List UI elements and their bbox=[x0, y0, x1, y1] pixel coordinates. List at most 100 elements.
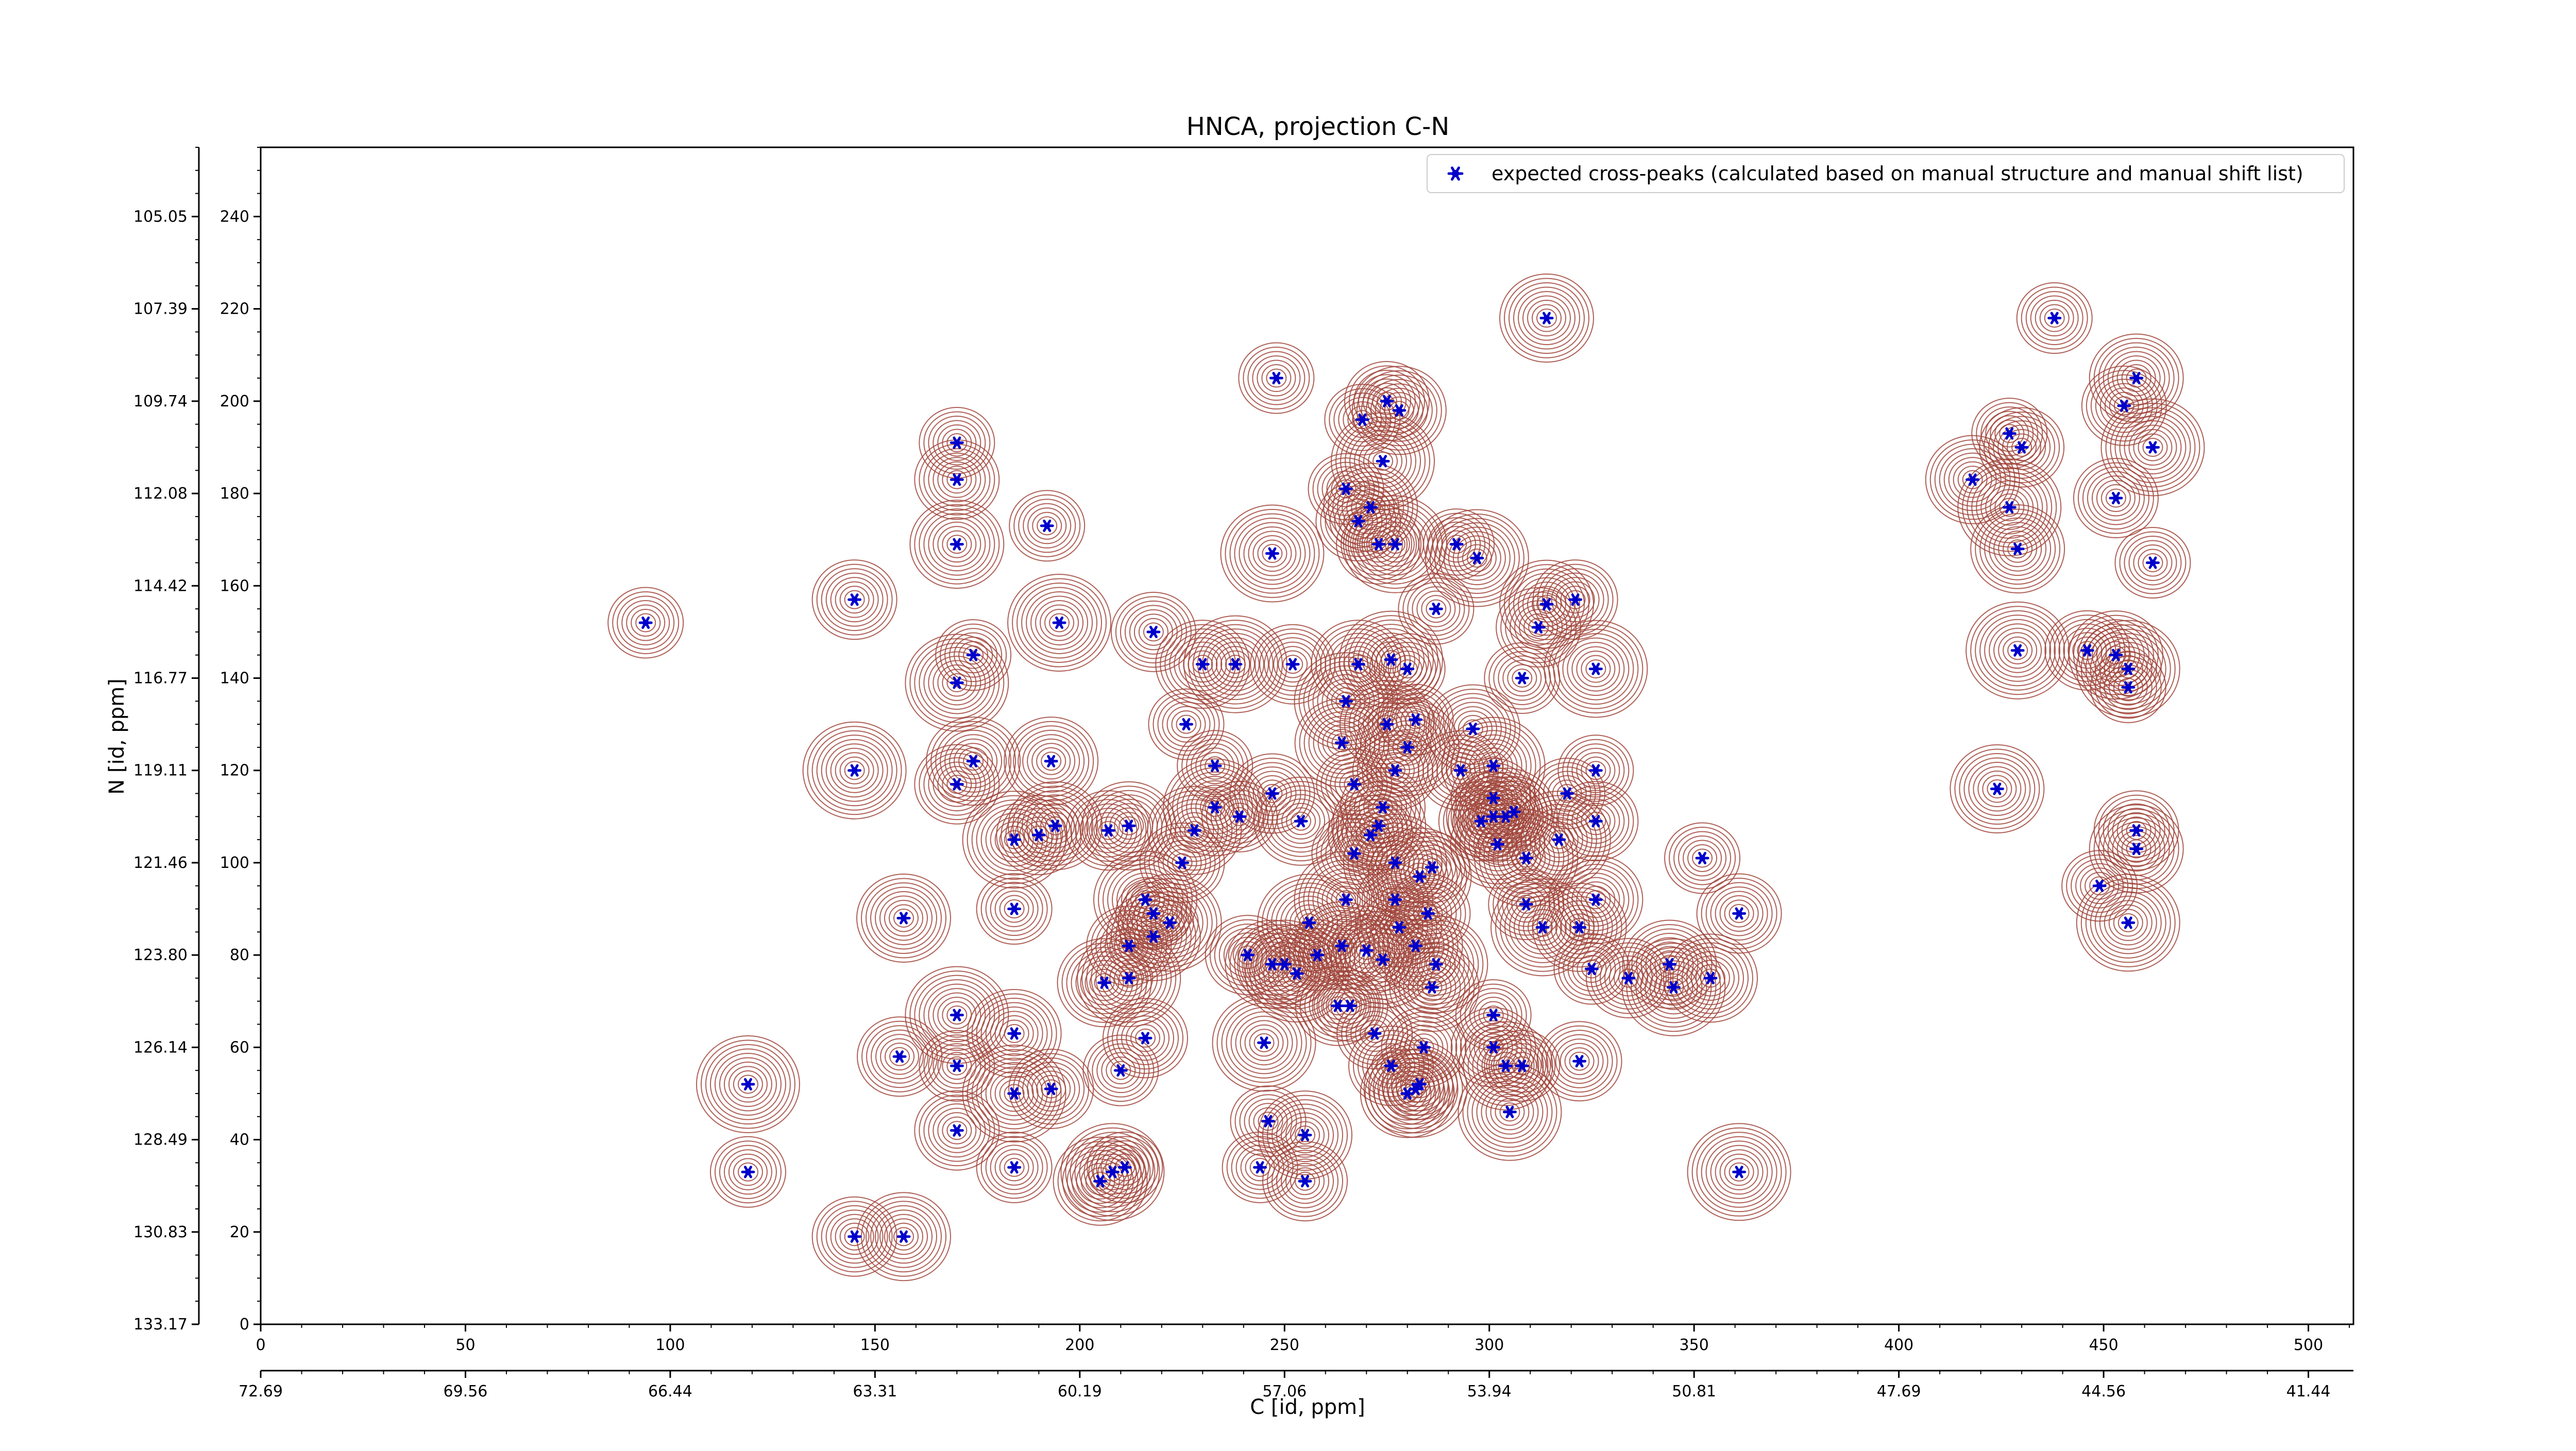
peak-contour bbox=[1258, 1090, 1353, 1180]
peak-contour bbox=[909, 500, 1005, 589]
cross-peak-point bbox=[1175, 856, 1190, 869]
x-axis: 0 50 100 150 200 250 300 350 400 450 500 bbox=[256, 1324, 2350, 1354]
peak-contour bbox=[1381, 1048, 1458, 1120]
cross-peak-point bbox=[1531, 621, 1546, 634]
x-tick-label: 0 bbox=[256, 1336, 265, 1354]
cross-peak-point bbox=[1290, 967, 1304, 980]
peak-contour bbox=[1536, 1021, 1622, 1102]
y-tick-label: 60 bbox=[230, 1038, 249, 1056]
x-ppm-tick-label: 69.56 bbox=[444, 1382, 488, 1401]
peak-contour bbox=[1965, 601, 2070, 699]
cross-peak-point bbox=[1560, 787, 1574, 800]
x-tick-label: 50 bbox=[455, 1336, 475, 1354]
cross-peak-point bbox=[1384, 1060, 1398, 1072]
cross-peak-point bbox=[1409, 713, 1423, 726]
cross-peak-point bbox=[1449, 538, 1464, 551]
peak-contour bbox=[905, 966, 1009, 1064]
cross-peak-point bbox=[1666, 981, 1681, 994]
legend: expected cross-peaks (calculated based o… bbox=[1427, 154, 2345, 193]
y-ppm-tick-label: 107.39 bbox=[133, 300, 188, 318]
x-ppm-tick-label: 53.94 bbox=[1467, 1382, 1512, 1401]
y-ppm-tick-label: 112.08 bbox=[133, 485, 188, 503]
cross-peak-point bbox=[1122, 940, 1136, 952]
x-ppm-tick-label: 41.44 bbox=[2286, 1382, 2331, 1401]
cross-peak-point bbox=[2092, 879, 2107, 892]
y-ppm-tick-label: 119.11 bbox=[133, 762, 188, 780]
y-axis-label: N [id, ppm] bbox=[105, 678, 129, 795]
peak-contour bbox=[1007, 573, 1112, 672]
peak-contour bbox=[2061, 850, 2138, 922]
peak-contour bbox=[1381, 1007, 1467, 1088]
cross-peak-point bbox=[1519, 851, 1533, 864]
cross-peak-point bbox=[1662, 958, 1676, 971]
cross-peak-point bbox=[1351, 515, 1365, 527]
peak-contour bbox=[811, 1196, 897, 1277]
cross-peak-point bbox=[1425, 981, 1439, 994]
cross-peak-point bbox=[1363, 501, 1378, 514]
cross-peak-point bbox=[2010, 644, 2025, 657]
cross-peak-point bbox=[741, 1166, 755, 1179]
x-ppm-tick-label: 60.19 bbox=[1058, 1382, 1102, 1401]
x-tick-label: 400 bbox=[1884, 1336, 1913, 1354]
cross-peak-point bbox=[848, 593, 862, 606]
y-tick-label: 100 bbox=[220, 854, 249, 872]
y-tick-label: 240 bbox=[220, 208, 249, 226]
x-tick-label: 100 bbox=[655, 1336, 685, 1354]
legend-box bbox=[1427, 154, 2345, 193]
cross-peak-point bbox=[1552, 833, 1566, 846]
cross-peak-point bbox=[1486, 1041, 1501, 1054]
cross-peak-point bbox=[1208, 759, 1222, 772]
peak-contour bbox=[1687, 1123, 1791, 1221]
cross-peak-point bbox=[1413, 1078, 1427, 1091]
cross-peak-point bbox=[1228, 658, 1243, 671]
cross-peak-point bbox=[1400, 662, 1415, 675]
cross-peak-point bbox=[1453, 764, 1468, 777]
peak-contour bbox=[1110, 591, 1196, 672]
cross-peak-point bbox=[2010, 542, 2025, 555]
cross-peak-point bbox=[2014, 441, 2029, 454]
x-tick-label: 500 bbox=[2294, 1336, 2323, 1354]
x-tick-label: 300 bbox=[1475, 1336, 1504, 1354]
cross-peak-point bbox=[1363, 829, 1378, 842]
cross-peak-point bbox=[1420, 907, 1435, 920]
cross-peak-point bbox=[1376, 455, 1390, 468]
cross-peak-point bbox=[1044, 755, 1058, 767]
cross-peak-point bbox=[2080, 644, 2094, 657]
cross-peak-point bbox=[1302, 916, 1316, 929]
peak-contour bbox=[1544, 620, 1648, 718]
cross-peak-point bbox=[1539, 598, 1554, 611]
x-ppm-tick-label: 66.44 bbox=[648, 1382, 692, 1401]
peak-contour bbox=[976, 873, 1053, 945]
peak-contour bbox=[1377, 684, 1454, 756]
peak-contour bbox=[1557, 735, 1634, 807]
cross-peak-point bbox=[1384, 653, 1398, 666]
cross-peak-point bbox=[1343, 999, 1357, 1012]
cross-peak-point bbox=[1499, 810, 1513, 823]
cross-peak-point bbox=[1265, 547, 1279, 560]
cross-peak-point bbox=[2121, 916, 2136, 929]
y-tick-label: 80 bbox=[230, 946, 249, 964]
cross-peak-point bbox=[2002, 427, 2016, 440]
x-tick-label: 450 bbox=[2089, 1336, 2118, 1354]
cross-peak-point bbox=[1101, 824, 1115, 837]
cross-peak-point bbox=[1515, 672, 1529, 685]
x-axis-label: C [id, ppm] bbox=[1250, 1395, 1365, 1419]
peak-contour bbox=[935, 619, 1012, 691]
cross-peak-point bbox=[1588, 764, 1603, 777]
cross-peak-point bbox=[848, 764, 862, 777]
cross-peak-point bbox=[1588, 893, 1603, 906]
cross-peak-point bbox=[950, 538, 964, 551]
cross-peak-point bbox=[1195, 658, 1210, 671]
cross-peak-point bbox=[1277, 958, 1292, 971]
cross-peak-point bbox=[1380, 718, 1394, 731]
cross-peak-point bbox=[1388, 893, 1402, 906]
x-ppm-tick-label: 57.06 bbox=[1262, 1382, 1307, 1401]
peak-contour bbox=[1418, 508, 1495, 581]
peak-contour bbox=[1004, 716, 1099, 806]
contour-layer bbox=[607, 274, 2205, 1282]
y-tick-label: 180 bbox=[220, 485, 249, 503]
cross-peak-point bbox=[1588, 815, 1603, 828]
peak-contour bbox=[2089, 333, 2184, 423]
cross-peak-point bbox=[1093, 1175, 1108, 1188]
